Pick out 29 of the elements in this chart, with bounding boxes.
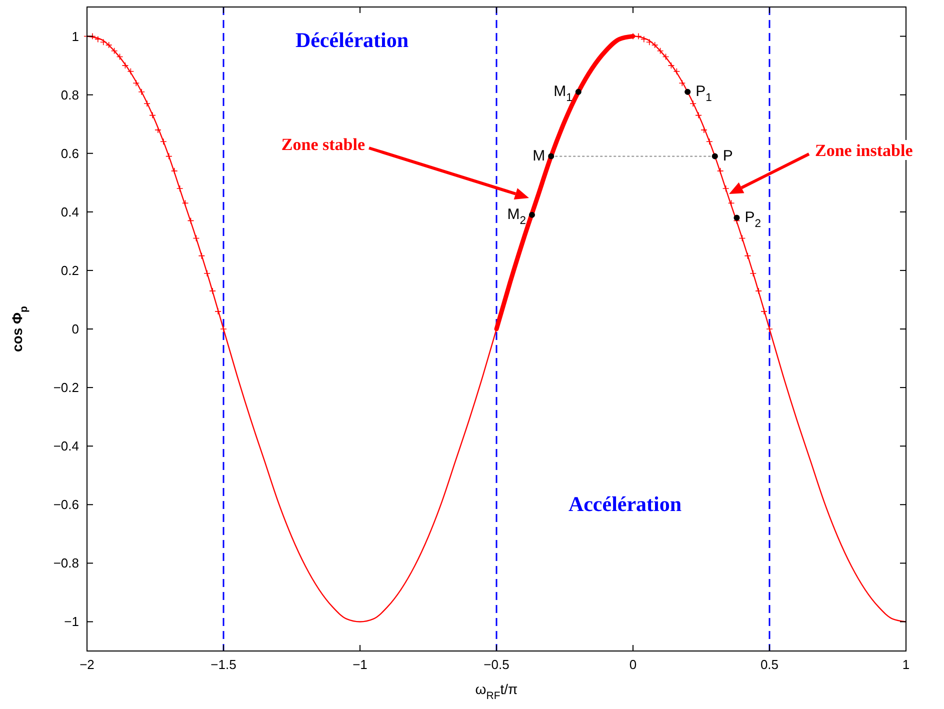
annotation: P$_{2}$ (744, 208, 762, 230)
x-tick-label: −2 (80, 657, 94, 672)
y-tick-label: −1 (64, 614, 79, 630)
annotation: P (722, 147, 733, 164)
x-tick-label: −0.5 (484, 657, 510, 672)
y-tick-label: 0 (72, 322, 79, 336)
y-tick-label: −0.4 (53, 438, 79, 454)
x-axis-title: ω$_{RF}$t/π (475, 681, 518, 702)
x-tick-label: 1 (902, 657, 910, 672)
y-tick-label: −0.6 (53, 497, 79, 512)
annotation: M$_{1}$ (554, 82, 572, 104)
y-tick-label: −0.2 (53, 380, 79, 396)
annotation: M$_{2}$ (507, 206, 526, 227)
x-tick-label: −1.5 (210, 657, 236, 672)
annotation: Accélération (568, 492, 682, 516)
y-tick-label: 0.6 (60, 146, 79, 161)
y-tick-label: 0.8 (60, 87, 79, 102)
x-tick-label: 0 (629, 657, 637, 672)
annotation: Zone instable (815, 141, 914, 160)
annotation: M (532, 147, 546, 164)
y-tick-label: −0.8 (53, 556, 79, 571)
annotation: Décélération (295, 28, 409, 52)
annotation: Zone stable (281, 135, 366, 154)
y-tick-label: 1 (72, 28, 79, 44)
y-tick-label: 0.2 (60, 262, 79, 278)
x-tick-label: 0.5 (760, 657, 779, 672)
annotation: P$_{1}$ (696, 82, 712, 104)
x-tick-label: −1 (352, 657, 368, 672)
y-tick-label: 0.4 (60, 204, 79, 220)
